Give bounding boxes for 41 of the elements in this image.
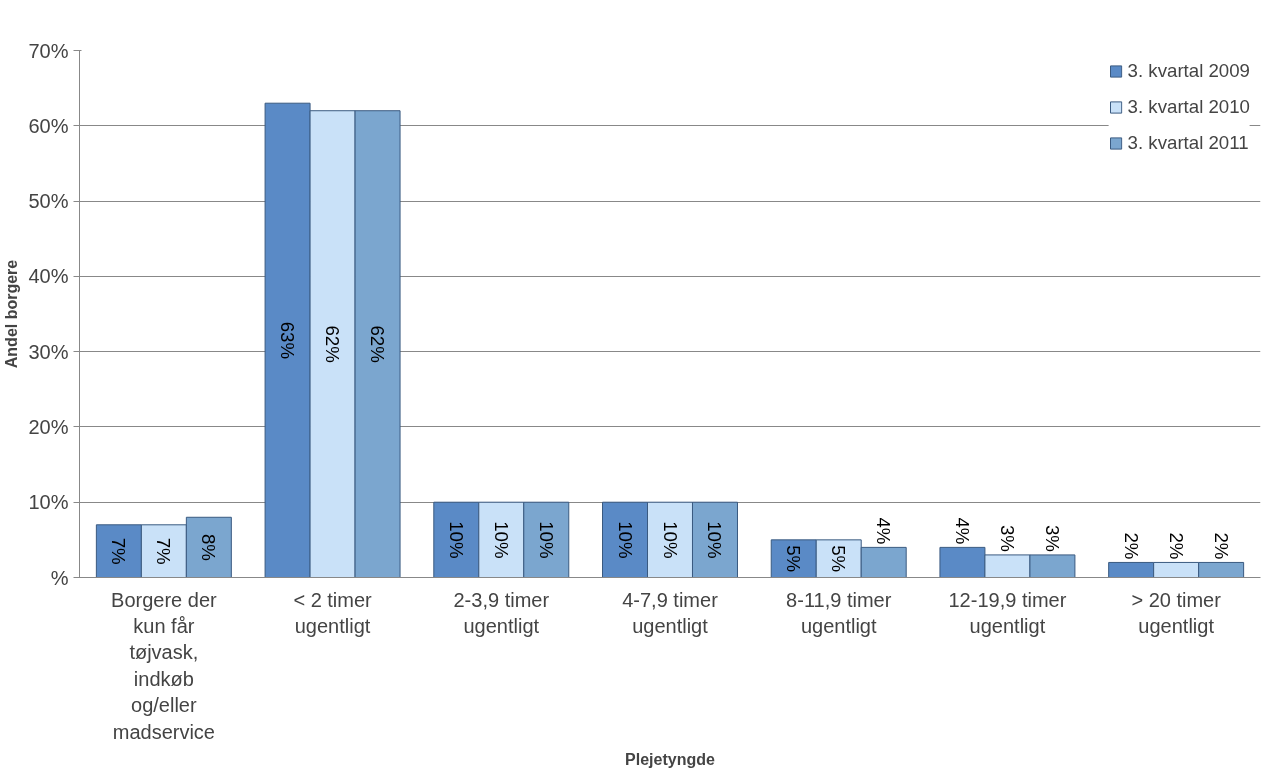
x-tick-label: < 2 timer ugentligt (293, 588, 373, 637)
data-label: 10% (659, 521, 681, 559)
data-label: 3% (1041, 524, 1063, 552)
x-tick-label: > 20 timer ugentligt (1131, 588, 1222, 637)
data-label: 2% (1120, 532, 1142, 560)
data-label: 10% (490, 521, 512, 559)
y-tick-label: 20% (28, 415, 69, 438)
x-tick-label: 8-11,9 timer ugentligt (786, 588, 892, 637)
data-label: 5% (783, 545, 805, 573)
data-label: 10% (704, 521, 726, 559)
data-label: 2% (1165, 532, 1187, 560)
x-tick-label: Borgere der kun får tøjvask, indkøb og/eller madservice (111, 588, 217, 743)
x-axis-title: Plejetyngde (625, 750, 715, 768)
data-label: 2% (1210, 532, 1232, 560)
y-tick-label: 70% (28, 39, 69, 62)
data-label: 4% (873, 517, 895, 545)
x-tick-label: 12-19,9 timer ugentligt (948, 588, 1067, 637)
data-label: 7% (153, 537, 175, 565)
x-tick-label: 4-7,9 timer ugentligt (622, 588, 719, 637)
y-tick-label: 60% (28, 114, 69, 137)
y-axis-title: Andel borgere (3, 259, 21, 369)
legend-label: 3. kvartal 2011 (1127, 132, 1249, 154)
data-label: 7% (108, 537, 130, 565)
y-tick-label: % (50, 566, 69, 589)
data-label: 4% (951, 517, 973, 545)
legend-label: 3. kvartal 2009 (1127, 60, 1250, 82)
data-label: 10% (535, 521, 557, 559)
data-label: 5% (828, 545, 850, 573)
data-label: 63% (277, 321, 299, 360)
data-label: 3% (996, 524, 1018, 552)
y-tick-label: 40% (28, 265, 69, 288)
data-label: 10% (445, 521, 467, 559)
data-label: 62% (322, 325, 344, 363)
data-label: 10% (614, 521, 636, 559)
y-tick-label: 30% (28, 340, 69, 363)
y-tick-label: 10% (28, 491, 69, 514)
x-tick-label: 2-3,9 timer ugentligt (453, 588, 550, 637)
y-tick-label: 50% (28, 190, 69, 213)
data-label: 8% (198, 533, 220, 561)
legend-label: 3. kvartal 2010 (1127, 96, 1250, 118)
data-label: 62% (367, 325, 389, 363)
